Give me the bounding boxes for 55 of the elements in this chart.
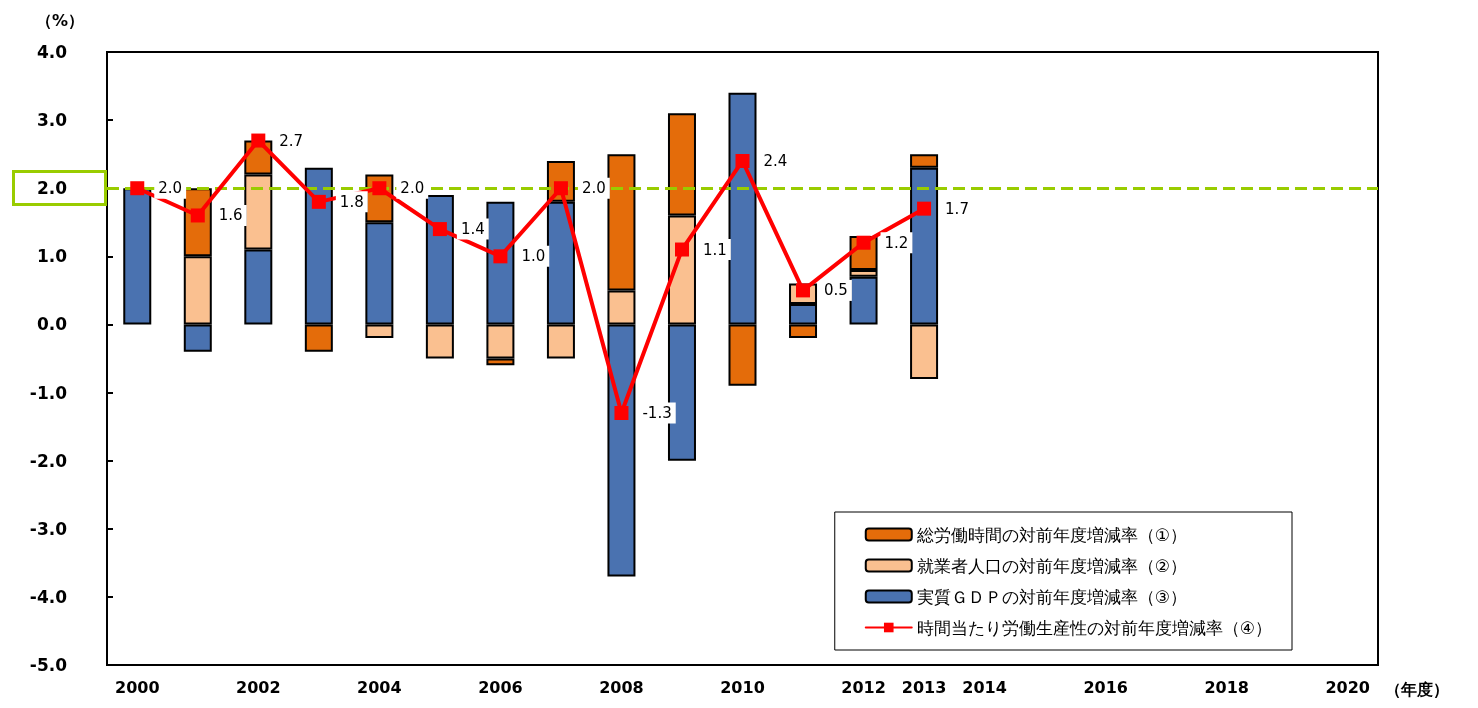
data-label: 0.5 bbox=[824, 281, 848, 300]
x-axis-title: （年度） bbox=[1385, 679, 1449, 699]
point bbox=[130, 181, 145, 196]
data-label: 1.1 bbox=[702, 240, 727, 259]
data-label: 2.7 bbox=[279, 131, 304, 150]
legend-label: 時間当たり労働生産性の対前年度増減率（④） bbox=[916, 617, 1273, 638]
data-label: 1.6 bbox=[218, 206, 243, 225]
x-tick-label: 2013 bbox=[901, 677, 947, 697]
point bbox=[856, 235, 871, 250]
x-tick-label: 2006 bbox=[478, 677, 523, 697]
data-label: 2.0 bbox=[400, 179, 425, 198]
x-tick-label: 2016 bbox=[1083, 677, 1128, 697]
point bbox=[372, 181, 387, 196]
y-tick-label: 4.0 bbox=[36, 42, 68, 62]
x-tick-label: 2014 bbox=[962, 677, 1007, 697]
point bbox=[674, 242, 689, 257]
point bbox=[493, 249, 508, 264]
y-axis-title: （%） bbox=[36, 10, 85, 30]
legend-label: 就業者人口の対前年度増減率（②） bbox=[916, 555, 1188, 576]
point bbox=[190, 208, 205, 223]
x-tick-label: 2020 bbox=[1325, 677, 1370, 697]
y-tick-label: 2.0 bbox=[36, 178, 68, 199]
y-tick-label: -5.0 bbox=[29, 655, 68, 675]
point bbox=[917, 201, 932, 216]
legend-label: 総労働時間の対前年度増減率（①） bbox=[915, 524, 1188, 545]
y-tick-label: 3.0 bbox=[36, 110, 68, 131]
y-tick-label: -3.0 bbox=[29, 518, 68, 539]
y-tick-label: 0.0 bbox=[36, 314, 68, 335]
y-tick-label: -2.0 bbox=[29, 450, 68, 471]
data-label: 1.2 bbox=[884, 233, 909, 252]
data-label: 1.7 bbox=[945, 199, 969, 218]
point bbox=[311, 194, 326, 209]
data-label: 1.8 bbox=[339, 192, 364, 211]
x-tick-label: 2008 bbox=[599, 677, 644, 697]
data-label: -1.3 bbox=[642, 403, 672, 422]
x-tick-label: 2018 bbox=[1204, 677, 1249, 697]
legend-label: 実質ＧＤＰの対前年度増減率（③） bbox=[916, 586, 1188, 607]
data-label: 1.4 bbox=[460, 220, 485, 239]
data-label: 2.4 bbox=[763, 151, 788, 170]
y-tick-label: -4.0 bbox=[29, 586, 68, 607]
x-tick-label: 2012 bbox=[841, 677, 886, 697]
point bbox=[614, 405, 629, 420]
x-tick-label: 2004 bbox=[357, 677, 402, 697]
point bbox=[251, 133, 266, 148]
data-label: 1.0 bbox=[521, 247, 546, 266]
y-tick-label: -1.0 bbox=[29, 382, 68, 403]
x-tick-label: 2010 bbox=[720, 677, 765, 697]
y-tick-label: 1.0 bbox=[36, 246, 68, 267]
x-tick-label: 2002 bbox=[236, 677, 281, 697]
data-label: 2.0 bbox=[158, 179, 183, 198]
x-tick-label: 2000 bbox=[115, 677, 160, 697]
bar bbox=[123, 188, 152, 325]
data-label: 2.0 bbox=[581, 179, 606, 198]
point bbox=[432, 222, 447, 237]
point bbox=[735, 153, 750, 168]
